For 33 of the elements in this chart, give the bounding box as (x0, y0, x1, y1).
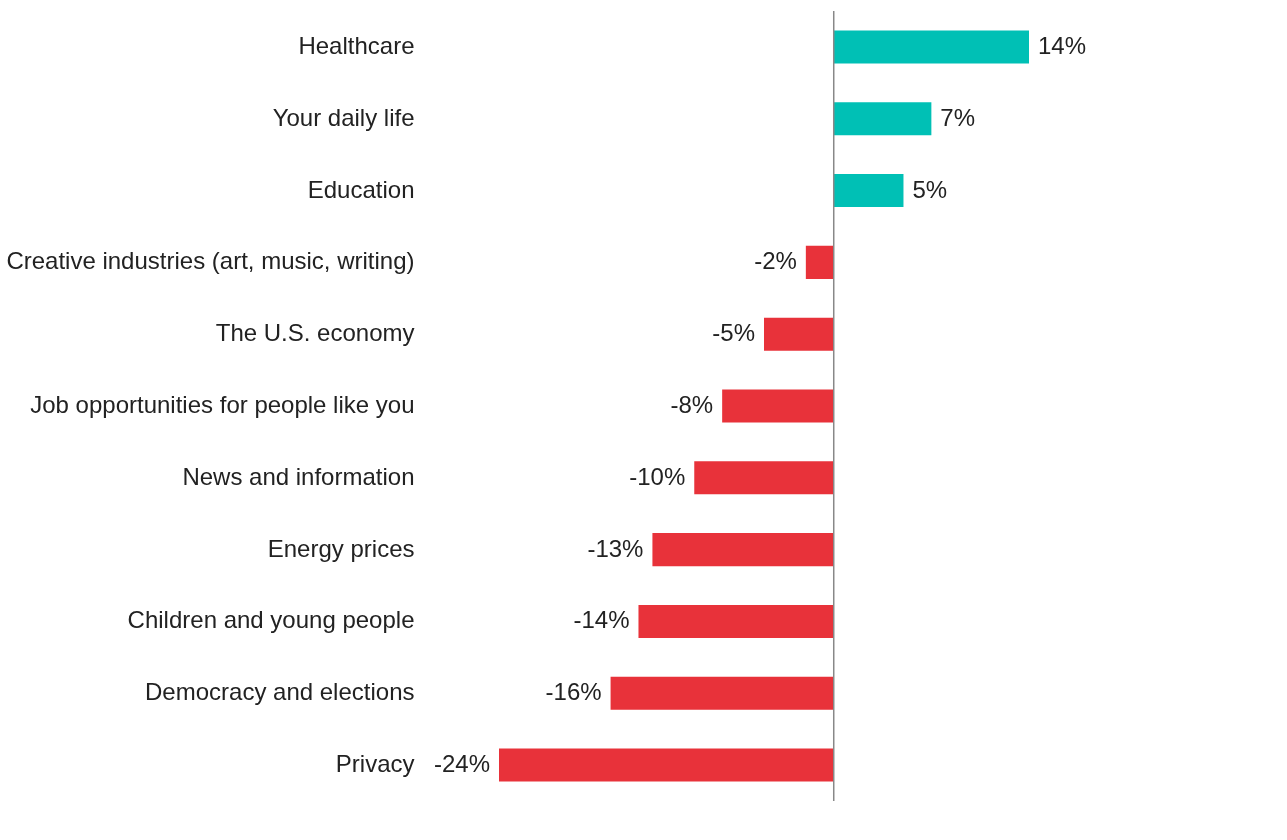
data-label: 7% (940, 103, 976, 131)
data-label: -24% (433, 750, 490, 778)
y-tick-label: Energy prices (267, 534, 415, 562)
y-tick-label: Your daily life (272, 103, 415, 131)
data-label: 14% (1038, 31, 1087, 59)
data-label: -16% (545, 678, 602, 706)
bar (805, 245, 834, 279)
y-tick-label: Creative industries (art, music, writing) (6, 247, 415, 275)
bar (833, 30, 1029, 64)
data-label: -14% (573, 606, 630, 634)
bar (694, 461, 834, 495)
data-label: -5% (712, 319, 755, 347)
y-tick-label: Democracy and elections (145, 678, 415, 706)
data-label: -10% (629, 462, 686, 490)
bar (764, 317, 834, 351)
y-tick-label: The U.S. economy (215, 319, 415, 347)
y-tick-label: Children and young people (127, 606, 415, 634)
y-tick-label: Healthcare (298, 31, 415, 59)
bar (833, 174, 904, 208)
data-label: -13% (587, 534, 644, 562)
bar (722, 389, 834, 423)
data-label: -2% (754, 247, 797, 275)
bar (638, 604, 834, 638)
bar (610, 676, 834, 710)
y-tick-label: Privacy (335, 750, 415, 778)
bar (652, 533, 834, 567)
y-tick-label: Job opportunities for people like you (30, 391, 415, 418)
bar (499, 748, 834, 782)
data-label: -8% (670, 391, 714, 418)
data-label: 5% (912, 175, 948, 203)
y-tick-label: Education (307, 175, 415, 203)
bar (833, 102, 932, 136)
y-tick-label: News and information (182, 462, 415, 490)
